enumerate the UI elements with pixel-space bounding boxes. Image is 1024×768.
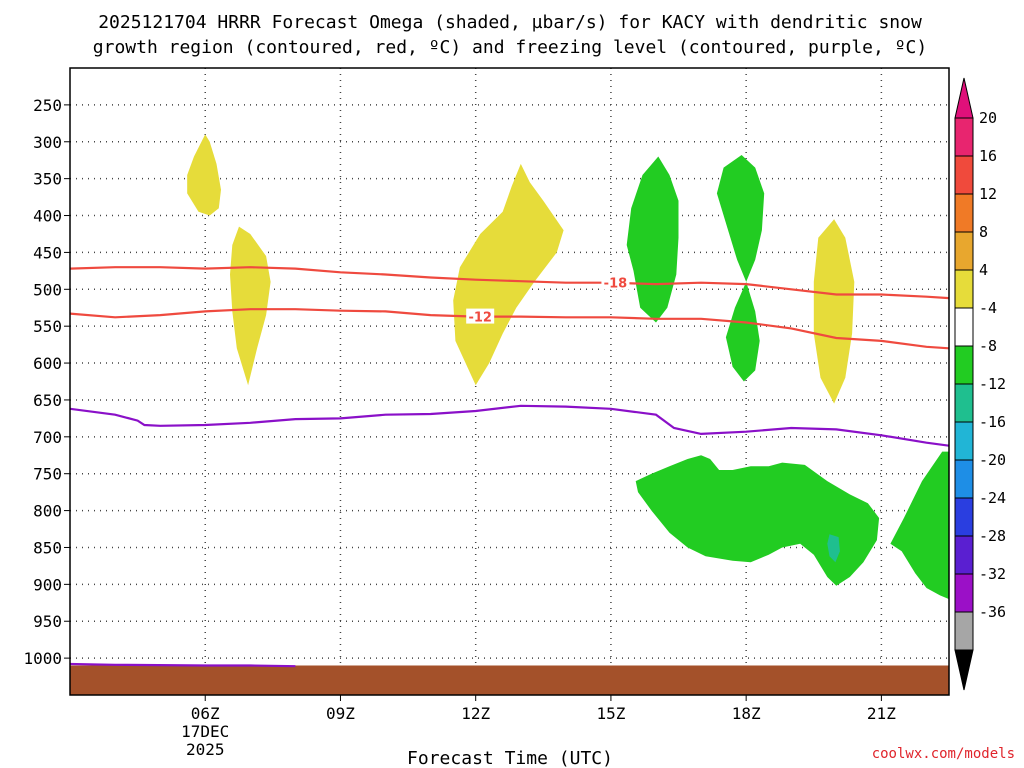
colorbar-label-8: 8 [979,223,988,241]
colorbar: 20 16 12 8 4 -4 -8 -12 -16 -20 -24 -28 -32 -36 [954,77,1006,691]
omega-region-positive-4-8-2 [453,163,564,386]
x-tick-label-09Z: 09Z [326,704,355,723]
y-axis: 250 300 350 400 450 500 550 600 650 700 750 800 850 9… [23,96,70,668]
colorbar-label--20: -20 [979,451,1006,469]
y-tick-label-500: 500 [33,280,62,299]
colorbar-top-arrow [954,77,974,119]
colorbar-swatch--24 [954,497,974,537]
x-tick-label-21Z: 21Z [867,704,896,723]
y-tick-label-650: 650 [33,391,62,410]
x-tick-label-15Z: 15Z [596,704,625,723]
grid [70,68,949,695]
y-tick-label-700: 700 [33,428,62,447]
y-tick-label-400: 400 [33,207,62,226]
title: 2025121704 HRRR Forecast Omega (shaded, … [93,12,927,58]
colorbar-label-4: 4 [979,261,988,279]
plot-frame [69,67,950,696]
y-tick-label-550: 550 [33,317,62,336]
colorbar-swatch--36 [954,611,974,651]
colorbar-swatch--4 [954,307,974,347]
snow-growth-contour--18 [70,266,949,300]
colorbar-label-12: 12 [979,185,997,203]
y-tick-label-350: 350 [33,170,62,189]
colorbar-swatch--28 [954,535,974,575]
omega-region-negative-4-8-6 [725,281,760,382]
colorbar-label--32: -32 [979,565,1006,583]
colorbar-swatch-16 [954,155,974,195]
y-tick-label-800: 800 [33,502,62,521]
colorbar-label--36: -36 [979,603,1006,621]
omega-region-positive-4-8-0 [187,134,221,216]
y-tick-label-1000: 1000 [23,649,62,668]
ground-layer [70,665,949,695]
y-tick-label-250: 250 [33,96,62,115]
title-line-2: growth region (contoured, red, ºC) and f… [93,37,927,58]
x-tick-date: 17DEC [181,722,229,741]
x-tick-year: 2025 [186,740,225,759]
colorbar-label--28: -28 [979,527,1006,545]
colorbar-label--4: -4 [979,299,997,317]
colorbar-label--24: -24 [979,489,1006,507]
x-axis-label: Forecast Time (UTC) [407,748,613,768]
colorbar-swatch--12 [954,383,974,423]
x-tick-label-06Z: 06Z [191,704,220,723]
omega-region-negative-4-8-8 [890,451,949,600]
omega-region-negative-4-8-4 [626,156,679,323]
y-tick-label-600: 600 [33,354,62,373]
colorbar-swatch-20 [954,117,974,157]
credit-text: coolwx.com/models [872,746,1015,762]
contour-label--18: -18 [604,277,628,292]
y-tick-label-300: 300 [33,133,62,152]
title-line-1: 2025121704 HRRR Forecast Omega (shaded, … [98,12,922,33]
omega-shading [187,134,949,600]
colorbar-label--8: -8 [979,337,997,355]
omega-region-positive-4-8-3 [813,219,855,404]
y-tick-label-750: 750 [33,465,62,484]
plot-area: -18 -12 [69,67,950,696]
colorbar-swatch-4 [954,269,974,309]
colorbar-swatch--16 [954,421,974,461]
colorbar-label--12: -12 [979,375,1006,393]
y-tick-label-850: 850 [33,538,62,557]
omega-region-negative-4-8-7 [635,455,880,586]
omega-region-positive-4-8-1 [230,226,271,386]
freezing-level-contour [70,404,949,447]
colorbar-swatch-12 [954,193,974,233]
x-tick-label-12Z: 12Z [461,704,490,723]
omega-region-negative-4-8-5 [716,155,765,282]
y-tick-label-950: 950 [33,612,62,631]
colorbar-swatch-8 [954,231,974,271]
y-tick-label-900: 900 [33,575,62,594]
snow-growth-contour--12 [70,308,949,350]
contours: -18 -12 [70,266,949,668]
contour-label-bg [601,274,630,290]
colorbar-label--16: -16 [979,413,1006,431]
colorbar-swatch--8 [954,345,974,385]
colorbar-swatch--32 [954,573,974,613]
colorbar-bottom-arrow [954,649,974,691]
freezing-level-surface [70,662,296,668]
y-tick-label-450: 450 [33,243,62,262]
x-tick-label-18Z: 18Z [732,704,761,723]
colorbar-label-16: 16 [979,147,997,165]
colorbar-swatch--20 [954,459,974,499]
contour-label-bg [466,308,495,324]
ground-surface [70,665,949,695]
contour-label--12: -12 [468,311,492,326]
omega-region-negative-8-12-9 [827,534,840,563]
colorbar-label-20: 20 [979,109,997,127]
